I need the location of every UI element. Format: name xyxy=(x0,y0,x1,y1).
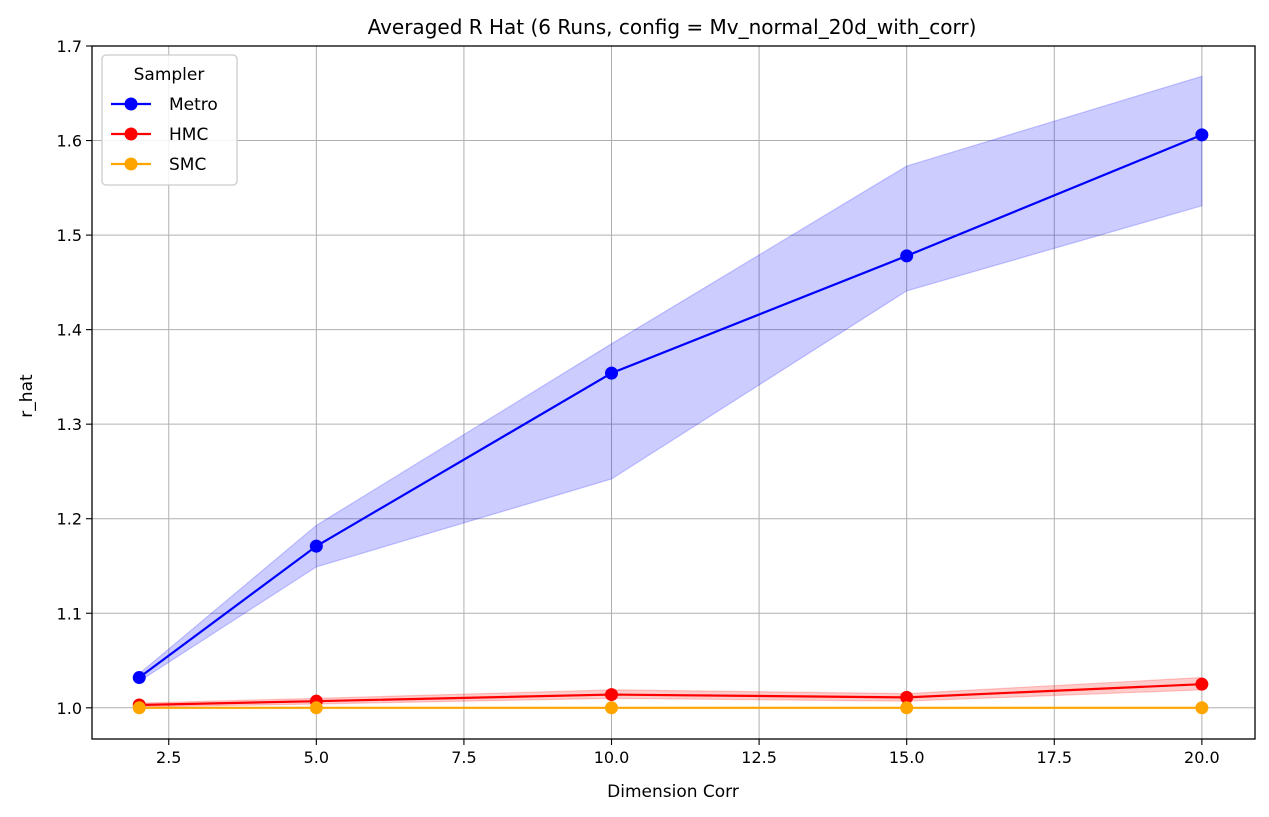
legend-entry-hmc: HMC xyxy=(111,125,208,145)
x-tick-label: 10.0 xyxy=(594,748,630,767)
x-tick-label: 7.5 xyxy=(451,748,476,767)
metro-point xyxy=(132,671,146,685)
x-tick-label: 15.0 xyxy=(889,748,925,767)
y-tick-label: 1.3 xyxy=(57,415,82,434)
y-tick-label: 1.2 xyxy=(57,510,82,529)
y-tick-label: 1.5 xyxy=(57,226,82,245)
smc-point xyxy=(309,701,323,715)
metro-point xyxy=(900,249,914,263)
x-tick-label: 17.5 xyxy=(1036,748,1072,767)
y-axis-ticks: 1.0 1.1 1.2 1.3 1.4 1.5 1.6 1.7 xyxy=(57,37,92,718)
chart-title: Averaged R Hat (6 Runs, config = Mv_norm… xyxy=(368,15,977,39)
x-axis-label: Dimension Corr xyxy=(607,782,739,802)
legend: Sampler Metro HMC SMC xyxy=(101,54,238,186)
legend-marker-metro xyxy=(124,97,138,111)
legend-label-metro: Metro xyxy=(169,95,218,115)
metro-point xyxy=(1195,128,1209,142)
legend-title: Sampler xyxy=(134,65,205,85)
x-tick-label: 20.0 xyxy=(1184,748,1220,767)
smc-point xyxy=(900,701,914,715)
y-tick-label: 1.1 xyxy=(57,604,82,623)
smc-point xyxy=(605,701,619,715)
y-tick-label: 1.4 xyxy=(57,321,82,340)
series-points xyxy=(132,128,1209,715)
x-tick-label: 5.0 xyxy=(304,748,329,767)
legend-box xyxy=(101,54,238,186)
hmc-point xyxy=(900,690,914,704)
plot-frame xyxy=(91,45,1256,740)
legend-entry-smc: SMC xyxy=(111,155,206,175)
x-axis-ticks: 2.5 5.0 7.5 10.0 12.5 15.0 17.5 20.0 xyxy=(156,739,1220,767)
metro-point xyxy=(309,539,323,553)
legend-label-hmc: HMC xyxy=(169,125,208,145)
metro-point xyxy=(605,366,619,380)
y-tick-label: 1.7 xyxy=(57,37,82,56)
legend-entry-metro: Metro xyxy=(111,95,218,115)
hmc-point xyxy=(1195,677,1209,691)
y-tick-label: 1.6 xyxy=(57,132,82,151)
smc-point xyxy=(132,701,146,715)
y-tick-label: 1.0 xyxy=(57,699,82,718)
metro-band xyxy=(138,75,1203,683)
legend-marker-smc xyxy=(124,157,138,171)
smc-point xyxy=(1195,701,1209,715)
hmc-point xyxy=(605,688,619,702)
legend-entries: Metro HMC SMC xyxy=(111,95,218,175)
x-tick-label: 2.5 xyxy=(156,748,181,767)
x-tick-label: 12.5 xyxy=(741,748,777,767)
y-axis-label: r_hat xyxy=(17,374,37,418)
legend-label-smc: SMC xyxy=(169,155,206,175)
legend-marker-hmc xyxy=(124,127,138,141)
